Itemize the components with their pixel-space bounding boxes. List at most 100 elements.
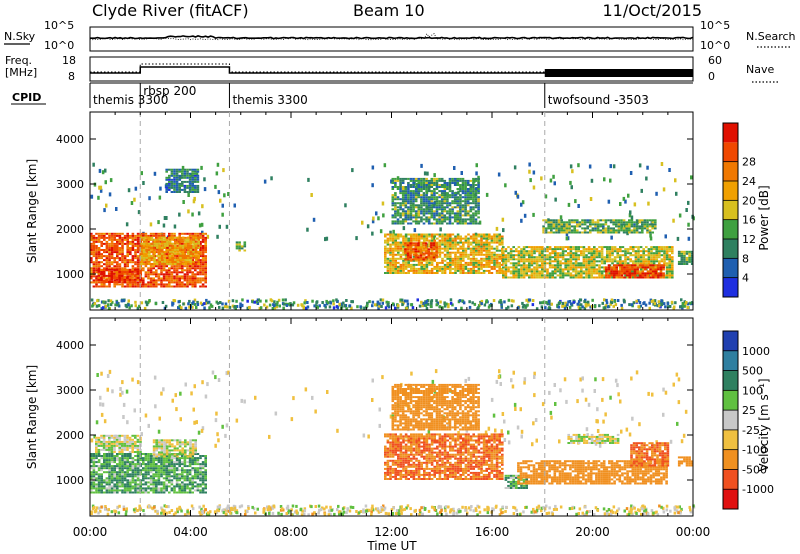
- range-gate-cell: [451, 247, 455, 250]
- range-gate-cell: [582, 258, 586, 261]
- range-gate-cell: [170, 174, 174, 177]
- range-gate-cell: [384, 261, 387, 264]
- range-gate-cell: [181, 261, 184, 264]
- ground-scatter-cell: [224, 305, 227, 309]
- sparse-echo-cell: [478, 220, 482, 225]
- range-gate-cell: [464, 184, 467, 186]
- range-gate-cell: [394, 241, 397, 244]
- range-gate-cell: [173, 182, 176, 185]
- range-gate-cell: [432, 248, 436, 251]
- range-gate-cell: [520, 268, 523, 271]
- range-gate-cell: [633, 223, 636, 226]
- range-gate-cell: [620, 227, 623, 230]
- range-gate-cell: [417, 186, 421, 188]
- ground-scatter-cell: [348, 304, 352, 308]
- range-gate-cell: [430, 204, 434, 207]
- range-gate-cell: [480, 267, 483, 270]
- range-gate-cell: [546, 274, 549, 277]
- range-gate-cell: [464, 202, 467, 205]
- range-gate-cell: [586, 219, 589, 222]
- range-gate-cell: [433, 182, 436, 184]
- ground-scatter-cell: [689, 301, 692, 305]
- range-gate-cell: [199, 259, 202, 262]
- range-gate-cell: [633, 272, 637, 275]
- range-gate-cell: [569, 264, 573, 267]
- range-gate-cell: [541, 276, 544, 279]
- range-gate-cell: [427, 202, 431, 205]
- ground-scatter-cell: [134, 304, 137, 308]
- range-gate-cell: [658, 254, 661, 257]
- range-gate-cell: [612, 229, 615, 232]
- range-gate-cell: [165, 279, 168, 282]
- range-gate-cell: [671, 260, 674, 263]
- range-gate-cell: [410, 267, 413, 270]
- range-gate-cell: [175, 240, 179, 243]
- range-gate-cell: [173, 234, 176, 237]
- range-gate-cell: [564, 268, 567, 271]
- range-gate-cell: [166, 263, 169, 265]
- ground-scatter-cell: [196, 300, 199, 304]
- range-gate-cell: [384, 235, 387, 238]
- range-gate-cell: [472, 179, 475, 182]
- range-gate-cell: [625, 274, 629, 277]
- ground-scatter-cell: [527, 298, 531, 302]
- range-gate-cell: [626, 276, 630, 279]
- range-gate-cell: [464, 265, 468, 268]
- range-gate-cell: [103, 249, 106, 251]
- sparse-echo-cell: [390, 179, 393, 184]
- sparse-echo-cell: [191, 212, 194, 217]
- range-gate-cell: [97, 281, 101, 284]
- range-gate-cell: [113, 283, 116, 286]
- range-gate-cell: [467, 237, 470, 240]
- range-gate-cell: [108, 238, 111, 241]
- range-gate-cell: [475, 263, 478, 266]
- range-gate-cell: [407, 206, 410, 209]
- range-gate-cell: [148, 244, 151, 247]
- range-gate-cell: [446, 261, 449, 264]
- sparse-echo-cell: [187, 193, 190, 197]
- range-gate-cell: [448, 190, 452, 193]
- range-gate-cell: [475, 272, 478, 274]
- range-gate-cell: [110, 245, 114, 247]
- range-gate-cell: [454, 269, 457, 272]
- ground-scatter-cell: [171, 301, 174, 305]
- range-gate-cell: [123, 281, 127, 283]
- range-gate-cell: [181, 275, 184, 278]
- range-gate-cell: [454, 241, 457, 244]
- range-gate-cell: [90, 236, 93, 239]
- range-gate-cell: [474, 188, 478, 190]
- range-gate-cell: [126, 238, 129, 241]
- range-gate-cell: [187, 254, 190, 257]
- range-gate-cell: [176, 252, 180, 255]
- range-gate-cell: [449, 267, 452, 270]
- range-gate-cell: [459, 253, 462, 256]
- ground-scatter-cell: [371, 300, 375, 304]
- range-gate-cell: [622, 223, 626, 226]
- range-gate-cell: [181, 277, 184, 280]
- range-gate-cell: [648, 231, 652, 234]
- range-gate-cell: [170, 191, 174, 193]
- sparse-echo-cell: [622, 196, 626, 201]
- ground-scatter-cell: [134, 300, 137, 304]
- range-gate-cell: [123, 278, 127, 281]
- range-gate-cell: [520, 256, 523, 259]
- range-gate-cell: [425, 239, 429, 242]
- range-gate-cell: [183, 186, 187, 189]
- range-gate-cell: [435, 244, 438, 247]
- ground-scatter-cell: [614, 303, 618, 307]
- range-gate-cell: [170, 279, 174, 282]
- range-gate-cell: [120, 278, 124, 281]
- range-gate-cell: [404, 259, 408, 262]
- ground-scatter-cell: [315, 301, 318, 305]
- range-gate-cell: [632, 246, 635, 249]
- range-gate-cell: [171, 254, 174, 257]
- range-gate-cell: [389, 261, 392, 264]
- range-gate-cell: [134, 283, 137, 286]
- range-gate-cell: [197, 260, 200, 263]
- range-gate-cell: [173, 188, 176, 191]
- range-gate-cell: [454, 247, 457, 250]
- range-gate-cell: [619, 262, 622, 265]
- ground-scatter-cell: [338, 302, 341, 306]
- range-gate-cell: [134, 261, 137, 264]
- range-gate-cell: [599, 225, 602, 228]
